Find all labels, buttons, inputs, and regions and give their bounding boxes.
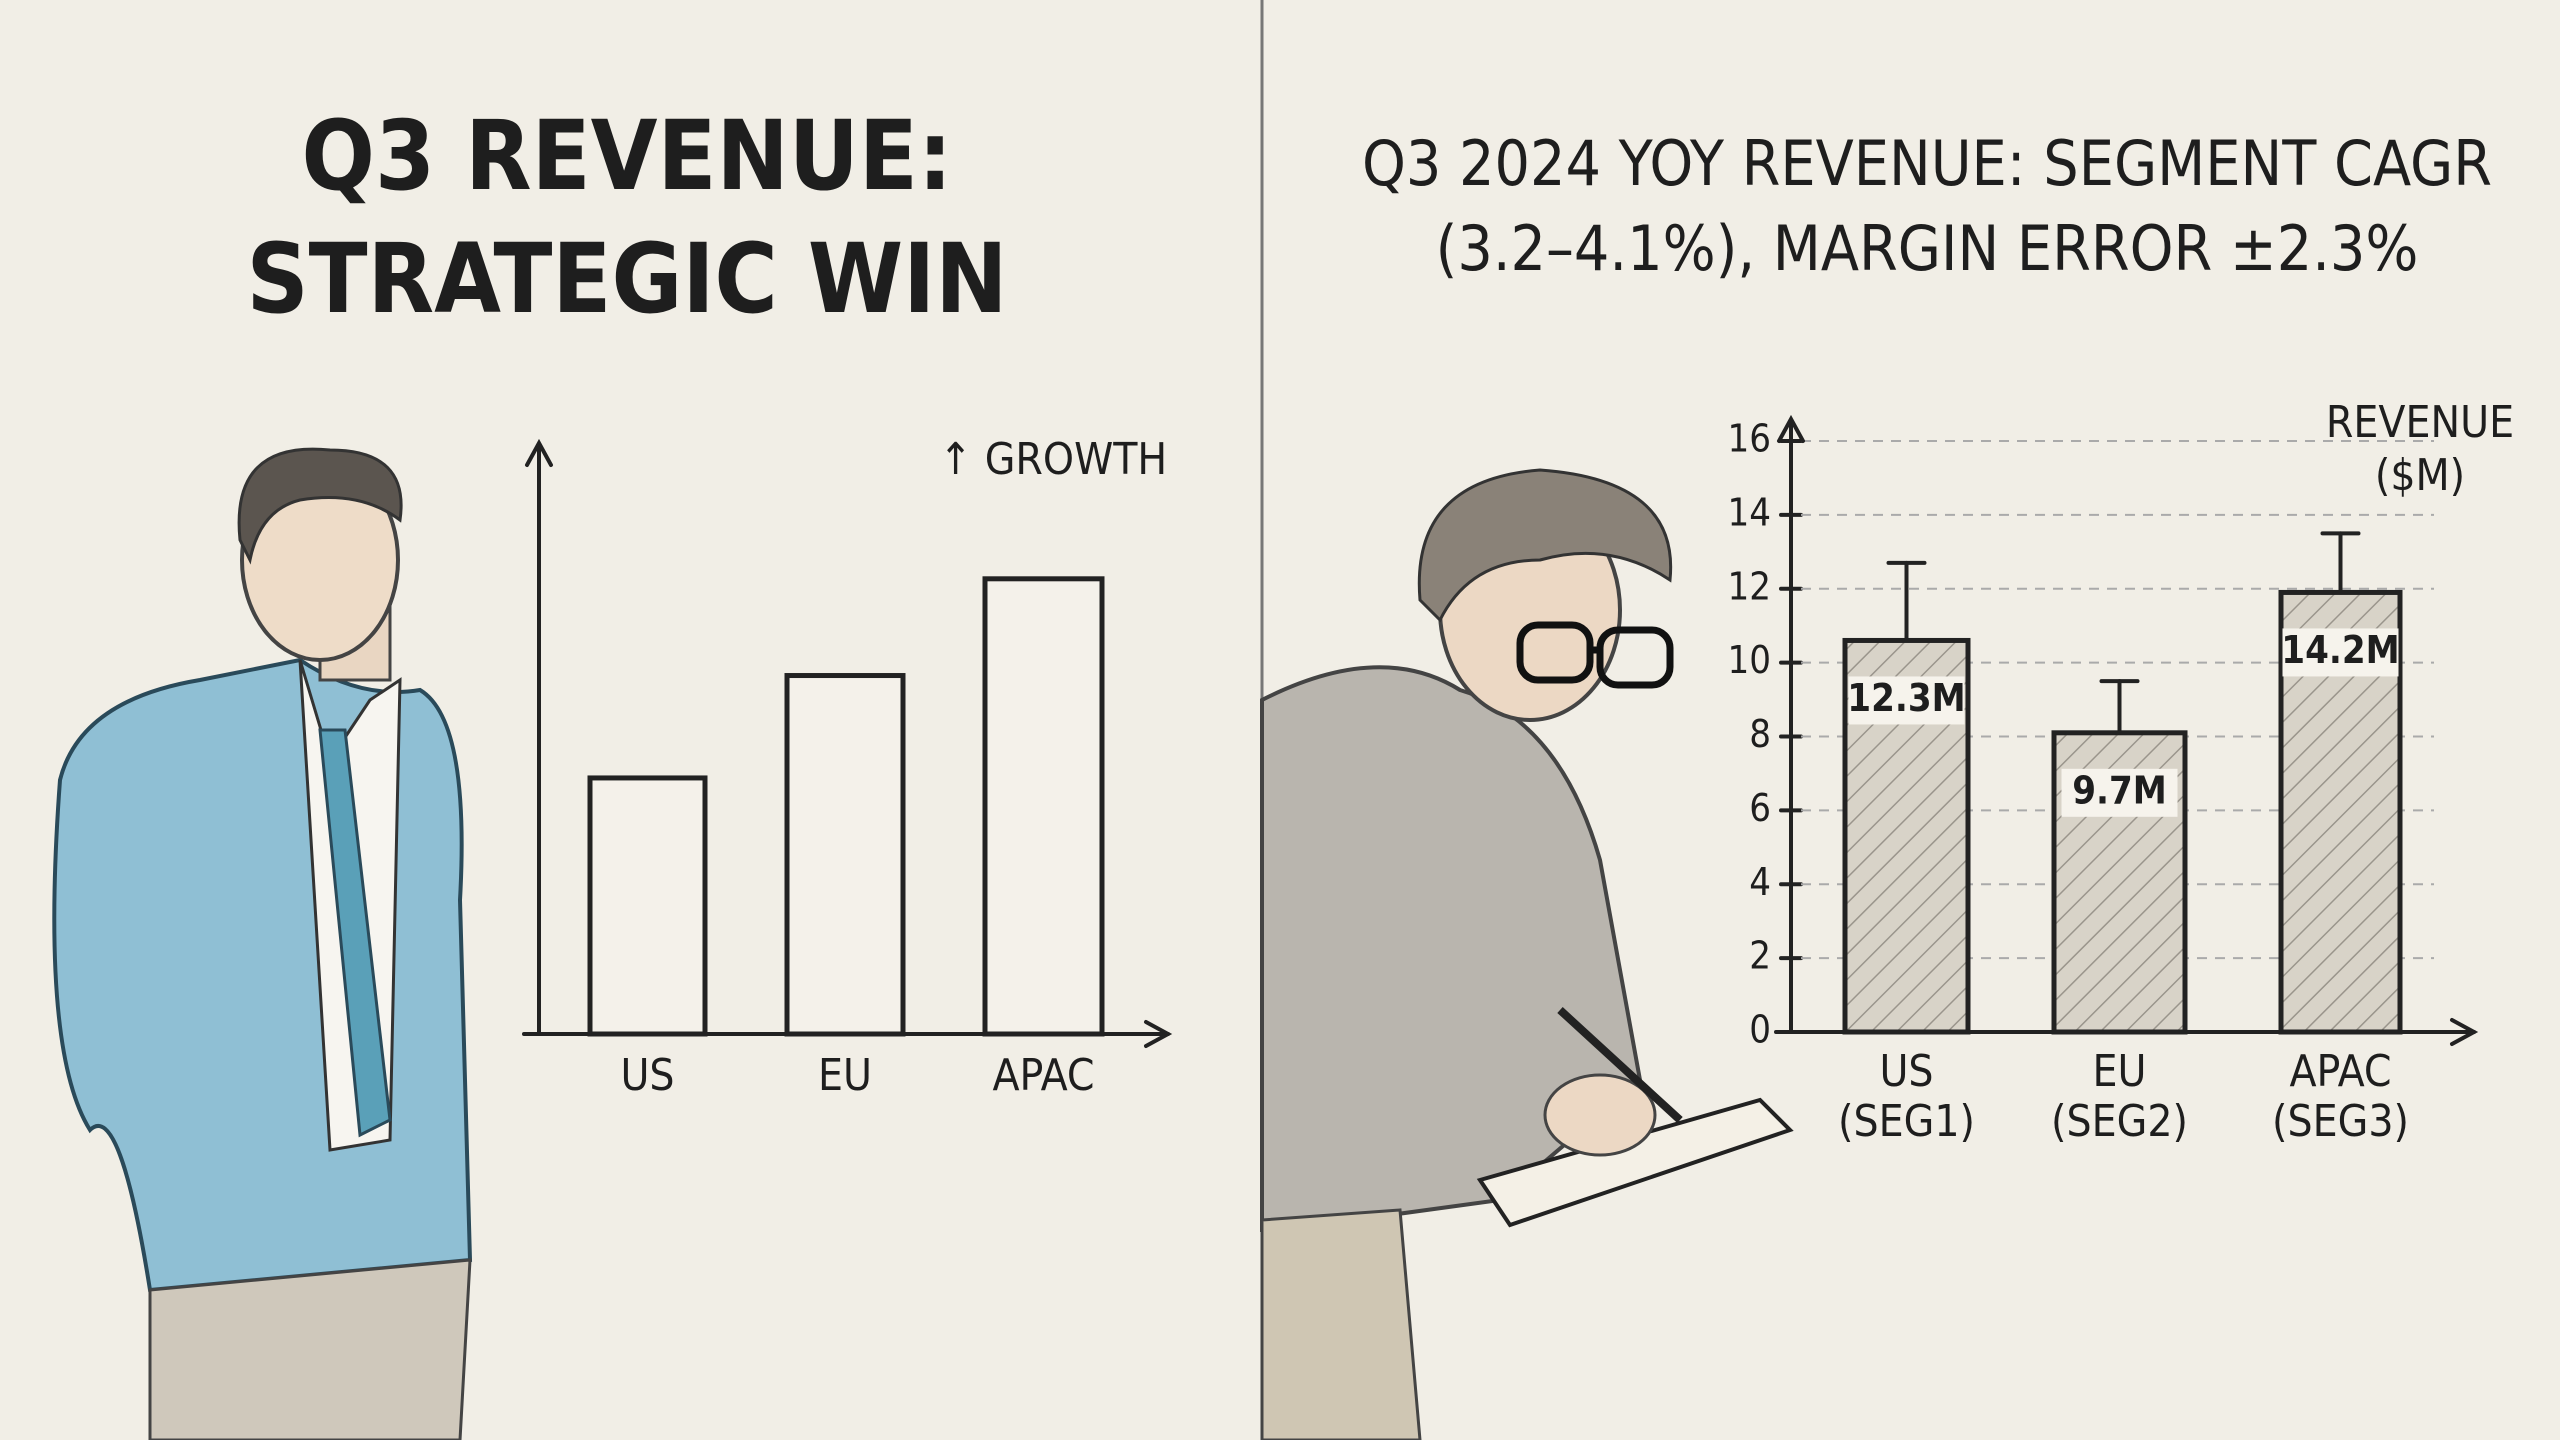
y-tick-label: 8 bbox=[1749, 712, 1771, 756]
y-axis-label: ↑ GROWTH bbox=[939, 434, 1167, 485]
annotation: 14.2M bbox=[2281, 628, 2399, 672]
y-axis-arrow bbox=[525, 438, 553, 467]
figure-analyst bbox=[1260, 468, 1794, 1440]
x-tick-label: EU bbox=[818, 1050, 872, 1101]
figure-businessman bbox=[52, 447, 473, 1440]
y-tick-label: 12 bbox=[1728, 564, 1772, 608]
bar bbox=[587, 775, 708, 1037]
annotation: 12.3M bbox=[1847, 676, 1965, 720]
x-tick-label: US (SEG1) bbox=[1838, 1046, 1975, 1147]
y-tick-label: 2 bbox=[1749, 934, 1771, 978]
bar bbox=[784, 673, 906, 1037]
y-tick-label: 0 bbox=[1749, 1008, 1771, 1052]
x-axis-arrow bbox=[2450, 1018, 2479, 1046]
x-tick-label: APAC bbox=[992, 1050, 1094, 1101]
annotation: 9.7M bbox=[2072, 768, 2167, 812]
x-tick-label: APAC (SEG3) bbox=[2272, 1046, 2409, 1147]
x-tick-label: EU (SEG2) bbox=[2051, 1046, 2188, 1147]
bar bbox=[982, 576, 1105, 1037]
y-axis-label: REVENUE ($M) bbox=[2326, 397, 2514, 501]
annotation-bg bbox=[1848, 676, 1965, 725]
x-axis-arrow bbox=[1144, 1020, 1173, 1048]
annotation-bg bbox=[2282, 628, 2399, 677]
chart-title: Q3 2024 YOY REVENUE: SEGMENT CAGR (3.2–4.… bbox=[1362, 127, 2492, 285]
annotation-bg bbox=[2061, 768, 2178, 817]
y-tick-label: 14 bbox=[1728, 490, 1772, 534]
y-axis-arrow bbox=[1777, 414, 1805, 443]
y-tick-label: 4 bbox=[1749, 860, 1771, 904]
y-tick-label: 16 bbox=[1728, 417, 1772, 461]
y-tick-label: 10 bbox=[1728, 638, 1772, 682]
x-tick-label: US bbox=[620, 1050, 674, 1101]
y-tick-label: 6 bbox=[1749, 786, 1771, 830]
chart-title: Q3 REVENUE: STRATEGIC WIN bbox=[246, 100, 1007, 335]
